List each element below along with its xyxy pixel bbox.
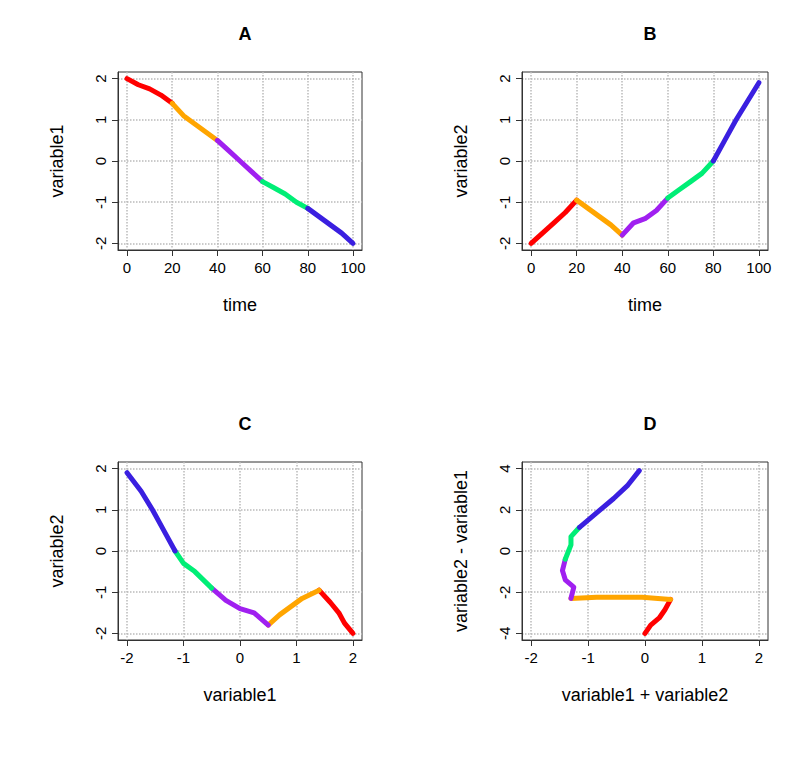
svg-text:0: 0 xyxy=(236,649,244,666)
svg-text:A: A xyxy=(239,24,252,44)
svg-text:-2: -2 xyxy=(496,586,513,599)
svg-text:0: 0 xyxy=(496,157,513,165)
svg-text:variable1: variable1 xyxy=(203,685,276,705)
svg-text:-1: -1 xyxy=(92,586,109,599)
svg-text:C: C xyxy=(239,414,252,434)
svg-text:0: 0 xyxy=(641,649,649,666)
svg-text:variable1 + variable2: variable1 + variable2 xyxy=(562,685,729,705)
svg-text:2: 2 xyxy=(496,506,513,514)
svg-text:20: 20 xyxy=(164,259,181,276)
svg-text:2: 2 xyxy=(92,74,109,82)
svg-text:-2: -2 xyxy=(92,237,109,250)
svg-text:1: 1 xyxy=(92,506,109,514)
svg-text:D: D xyxy=(644,414,657,434)
svg-text:0: 0 xyxy=(123,259,131,276)
svg-text:0: 0 xyxy=(496,547,513,555)
svg-text:variable2: variable2 xyxy=(47,514,67,587)
svg-text:2: 2 xyxy=(496,74,513,82)
svg-text:1: 1 xyxy=(698,649,706,666)
svg-text:1: 1 xyxy=(496,116,513,124)
svg-text:-2: -2 xyxy=(524,649,537,666)
svg-text:2: 2 xyxy=(349,649,357,666)
svg-text:0: 0 xyxy=(527,259,535,276)
svg-text:-4: -4 xyxy=(496,627,513,640)
svg-text:0: 0 xyxy=(92,547,109,555)
svg-text:time: time xyxy=(628,295,662,315)
svg-text:time: time xyxy=(223,295,257,315)
svg-text:-1: -1 xyxy=(496,196,513,209)
svg-text:-2: -2 xyxy=(496,237,513,250)
svg-text:2: 2 xyxy=(755,649,763,666)
svg-text:100: 100 xyxy=(746,259,771,276)
svg-text:40: 40 xyxy=(209,259,226,276)
svg-text:-1: -1 xyxy=(177,649,190,666)
svg-text:-1: -1 xyxy=(92,196,109,209)
svg-text:-2: -2 xyxy=(120,649,133,666)
svg-text:80: 80 xyxy=(705,259,722,276)
svg-text:-1: -1 xyxy=(581,649,594,666)
svg-text:B: B xyxy=(644,24,657,44)
svg-text:20: 20 xyxy=(568,259,585,276)
svg-text:4: 4 xyxy=(496,464,513,472)
svg-text:40: 40 xyxy=(614,259,631,276)
svg-text:60: 60 xyxy=(254,259,271,276)
svg-text:100: 100 xyxy=(340,259,365,276)
svg-text:-2: -2 xyxy=(92,627,109,640)
svg-text:60: 60 xyxy=(659,259,676,276)
svg-text:2: 2 xyxy=(92,464,109,472)
svg-text:80: 80 xyxy=(299,259,316,276)
svg-text:0: 0 xyxy=(92,157,109,165)
svg-text:variable2: variable2 xyxy=(451,124,471,197)
svg-text:1: 1 xyxy=(92,116,109,124)
svg-text:variable1: variable1 xyxy=(47,124,67,197)
svg-text:variable2 - variable1: variable2 - variable1 xyxy=(451,470,471,632)
svg-text:1: 1 xyxy=(292,649,300,666)
